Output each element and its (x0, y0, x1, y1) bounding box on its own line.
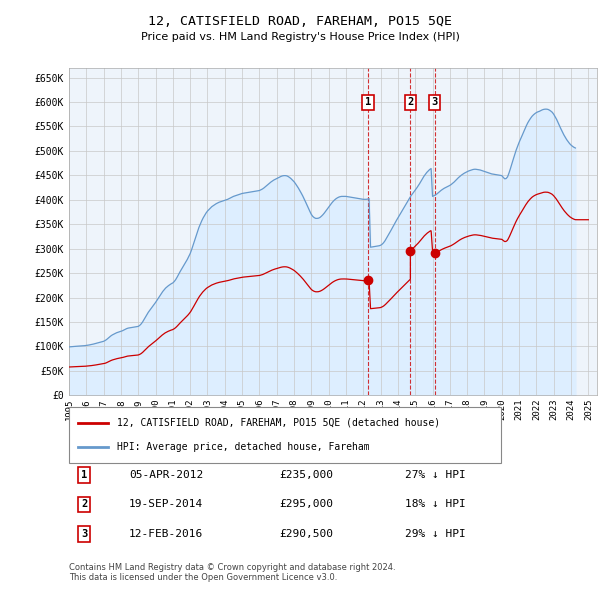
Text: 12-FEB-2016: 12-FEB-2016 (129, 529, 203, 539)
Text: 2: 2 (407, 97, 413, 107)
Text: 3: 3 (81, 529, 87, 539)
Text: Contains HM Land Registry data © Crown copyright and database right 2024.
This d: Contains HM Land Registry data © Crown c… (69, 563, 395, 582)
Text: £290,500: £290,500 (279, 529, 333, 539)
Text: 12, CATISFIELD ROAD, FAREHAM, PO15 5QE (detached house): 12, CATISFIELD ROAD, FAREHAM, PO15 5QE (… (116, 418, 440, 428)
FancyBboxPatch shape (69, 407, 501, 463)
Text: 19-SEP-2014: 19-SEP-2014 (129, 500, 203, 509)
Text: Price paid vs. HM Land Registry's House Price Index (HPI): Price paid vs. HM Land Registry's House … (140, 32, 460, 42)
Text: 3: 3 (431, 97, 438, 107)
Text: 27% ↓ HPI: 27% ↓ HPI (405, 470, 466, 480)
Text: 12, CATISFIELD ROAD, FAREHAM, PO15 5QE: 12, CATISFIELD ROAD, FAREHAM, PO15 5QE (148, 15, 452, 28)
Text: 1: 1 (81, 470, 87, 480)
Text: £295,000: £295,000 (279, 500, 333, 509)
Text: 29% ↓ HPI: 29% ↓ HPI (405, 529, 466, 539)
Text: 05-APR-2012: 05-APR-2012 (129, 470, 203, 480)
Text: HPI: Average price, detached house, Fareham: HPI: Average price, detached house, Fare… (116, 442, 369, 453)
Text: 18% ↓ HPI: 18% ↓ HPI (405, 500, 466, 509)
Text: 1: 1 (365, 97, 371, 107)
Text: £235,000: £235,000 (279, 470, 333, 480)
Text: 2: 2 (81, 500, 87, 509)
